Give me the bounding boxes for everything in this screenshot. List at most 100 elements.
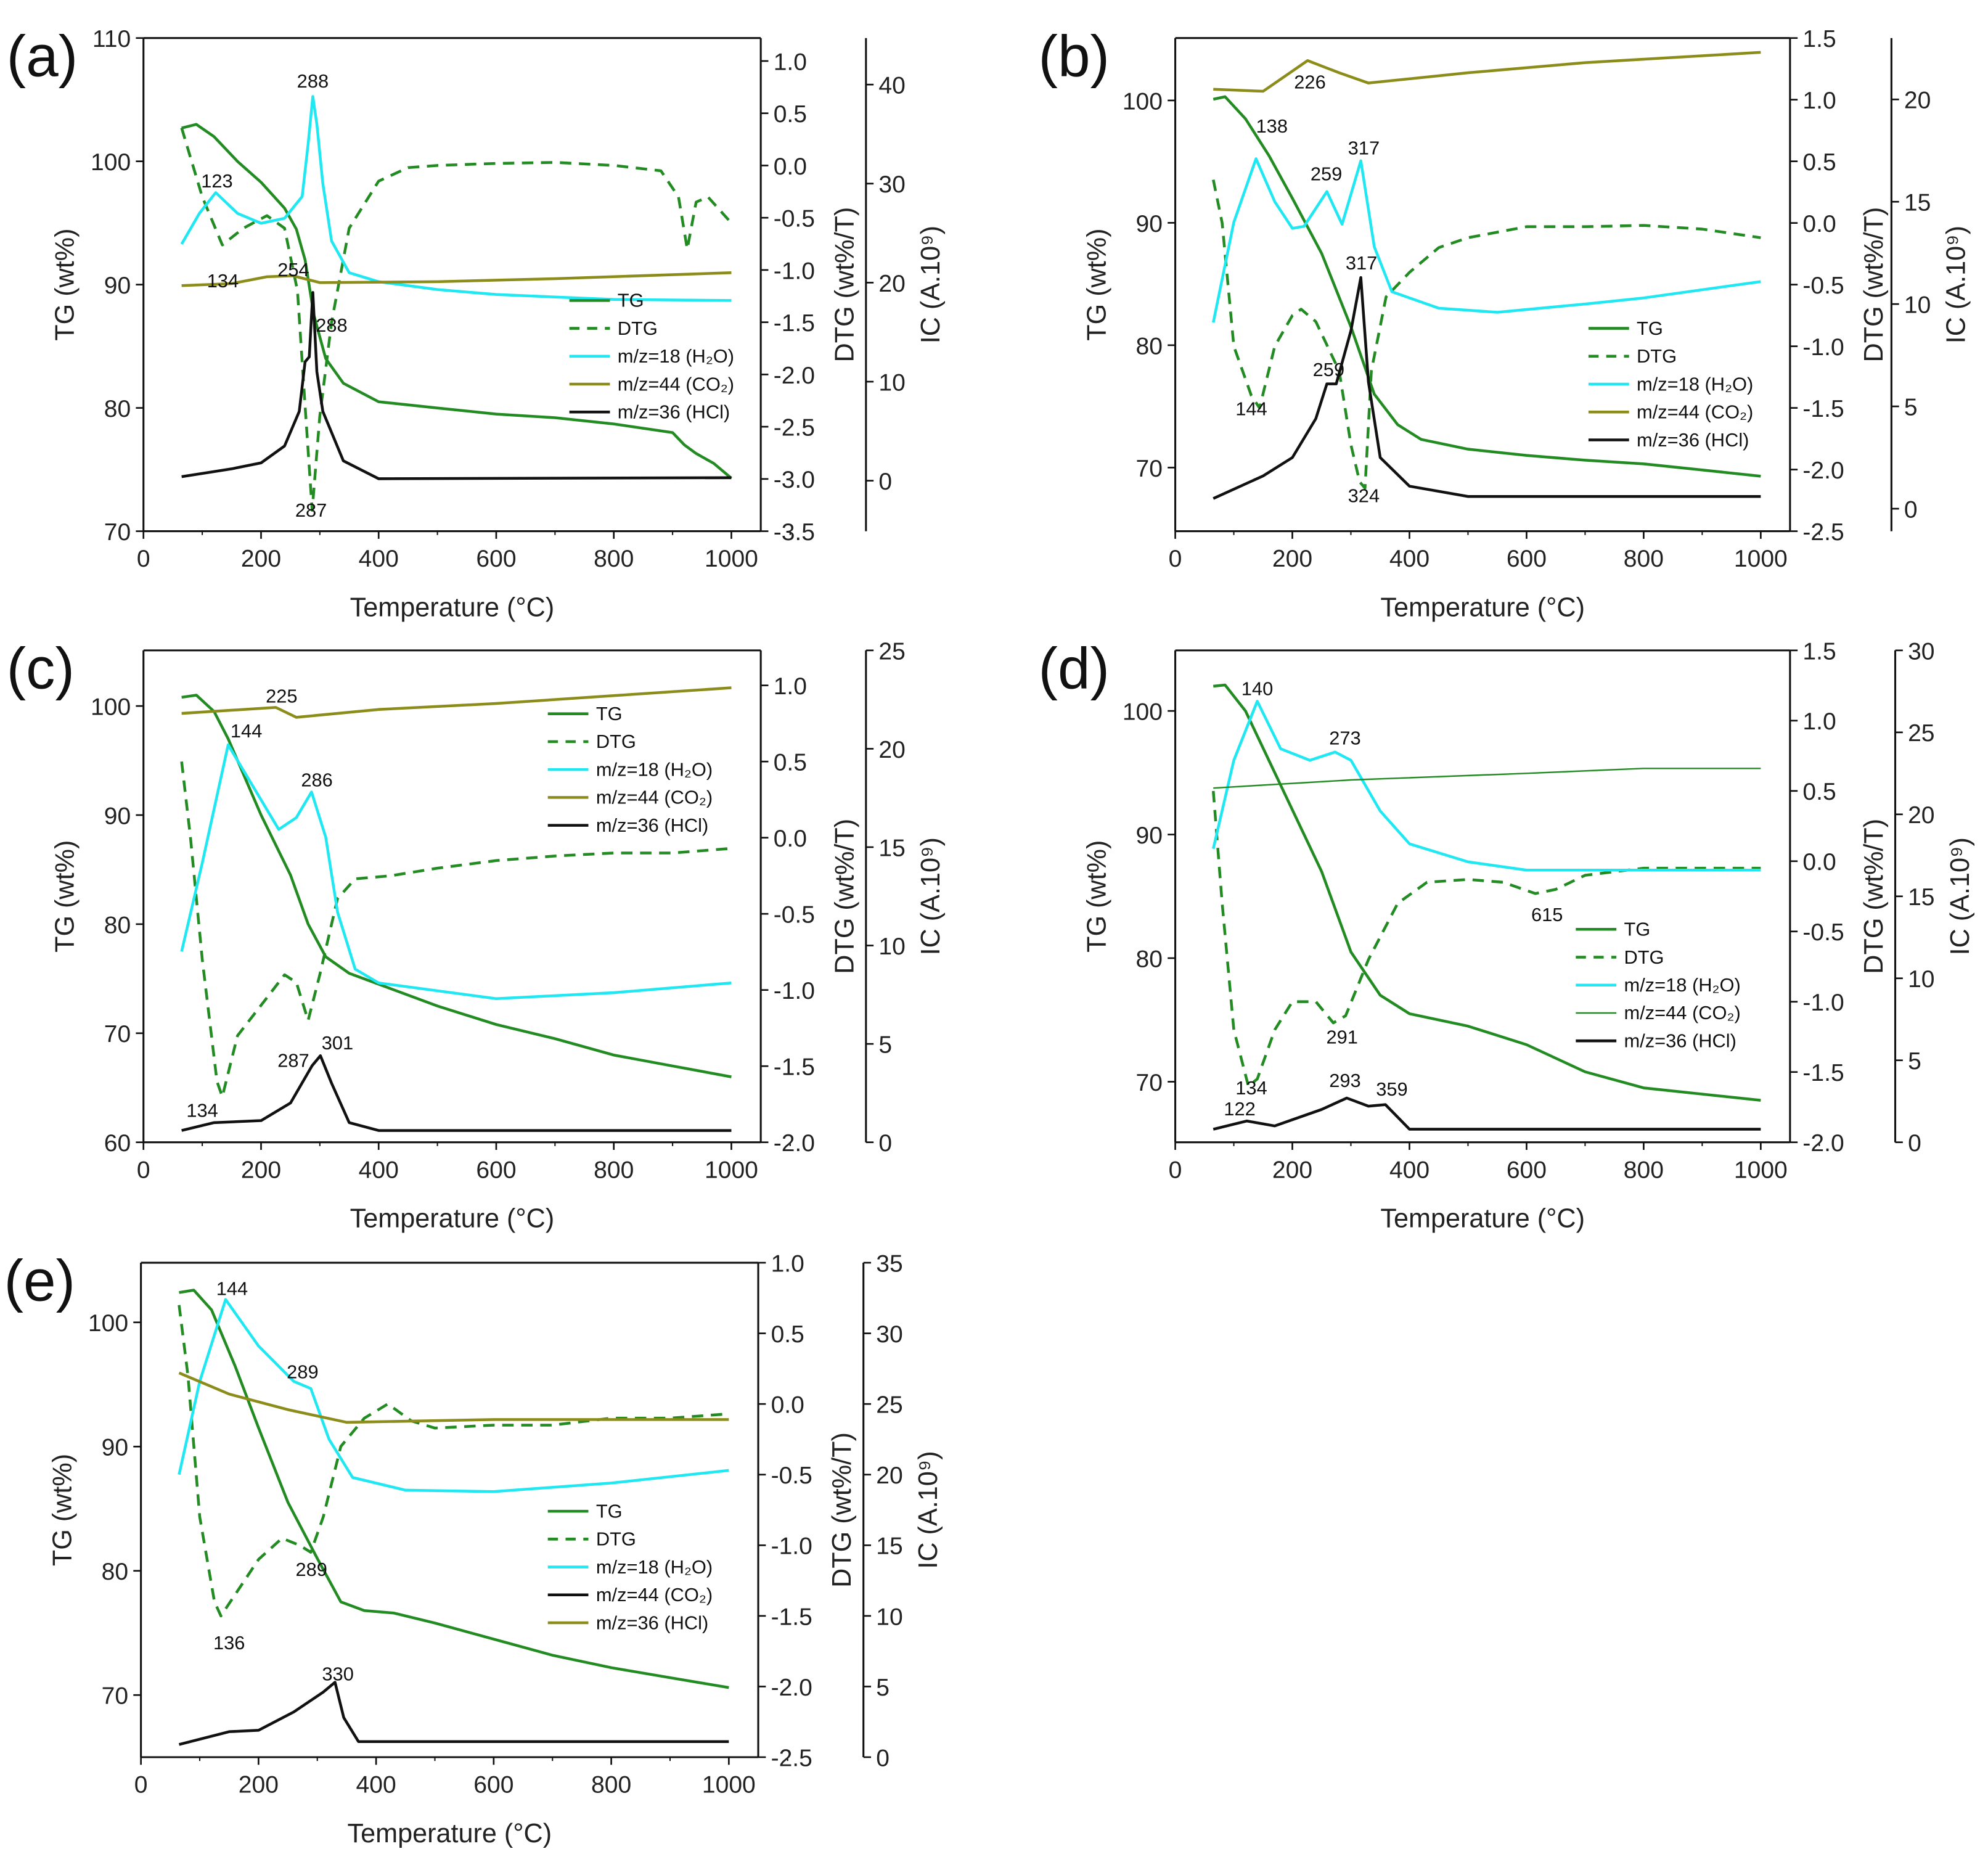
dtg-tick-label: -0.5 (1802, 273, 1844, 299)
series-line-ic-4 (181, 291, 732, 480)
peak-annotation: 225 (266, 685, 297, 707)
dtg-tick-label: 1.5 (1802, 26, 1836, 52)
x-tick-label: 400 (1389, 1157, 1430, 1183)
dtg-tick-label: -1.0 (774, 258, 815, 284)
tg-tick-label: 80 (104, 912, 131, 938)
x-tick-label: 200 (239, 1772, 279, 1798)
peak-annotation: 359 (1376, 1078, 1407, 1100)
x-tick-label: 400 (1389, 546, 1430, 572)
dtg-tick-label: -1.0 (1802, 990, 1844, 1016)
tg-axis-title: TG (wt%) (51, 840, 80, 953)
legend-entry: m/z=44 (CO₂) (596, 787, 713, 808)
x-tick-label: 200 (1272, 1157, 1312, 1183)
tg-tick-label: 90 (1136, 211, 1163, 237)
dtg-tick-label: -3.5 (774, 519, 815, 546)
x-tick-label: 600 (476, 1157, 516, 1183)
tg-axis-title: TG (wt%) (1082, 840, 1111, 953)
dtg-tick-label: -1.0 (1802, 334, 1844, 361)
x-tick-label: 800 (1624, 546, 1664, 572)
x-tick-label: 600 (476, 546, 516, 572)
dtg-axis-title: DTG (wt%/T) (830, 819, 859, 974)
dtg-axis-title: DTG (wt%/T) (827, 1432, 857, 1588)
dtg-tick-label: -1.5 (774, 310, 815, 337)
series-line-ic-4 (181, 1054, 732, 1132)
ic-tick-label: 20 (1908, 802, 1934, 829)
x-tick-label: 1000 (1734, 1157, 1788, 1183)
series-line-ic-4 (178, 1371, 729, 1424)
peak-annotation: 324 (1348, 485, 1380, 506)
series-line-dtg-1 (180, 127, 733, 512)
ic-tick-label: 15 (878, 835, 905, 861)
ic-tick-label: 10 (878, 933, 905, 960)
legend-entry: m/z=18 (H₂O) (1637, 373, 1753, 395)
legend-entry: m/z=36 (HCl) (1637, 429, 1749, 451)
ic-tick-label: 5 (1904, 395, 1918, 421)
x-tick-label: 600 (1507, 546, 1547, 572)
tg-tick-label: 70 (1136, 1070, 1163, 1096)
panel-label: (c) (7, 636, 75, 702)
tg-axis-title: TG (wt%) (51, 229, 80, 341)
ic-tick-label: 20 (878, 271, 905, 297)
series-line-ic-2 (178, 1298, 729, 1493)
ic-tick-label: 30 (878, 171, 905, 198)
x-axis-title: Temperature (°C) (350, 593, 555, 622)
tg-tick-label: 70 (104, 1021, 131, 1048)
tg-tick-label: 70 (104, 519, 131, 546)
x-tick-label: 800 (591, 1772, 631, 1798)
x-axis-title: Temperature (°C) (1380, 1204, 1585, 1233)
dtg-tick-label: 1.0 (1802, 88, 1836, 114)
legend-entry: m/z=18 (H₂O) (1624, 974, 1740, 996)
tg-axis-title: TG (wt%) (48, 1454, 78, 1566)
tg-tick-label: 90 (1136, 822, 1163, 849)
peak-annotation: 287 (277, 1049, 309, 1071)
peak-annotation: 123 (201, 170, 232, 192)
peak-annotation: 138 (1256, 115, 1288, 137)
dtg-tick-label: -3.0 (774, 467, 815, 493)
peak-annotation: 330 (322, 1663, 353, 1684)
x-tick-label: 1000 (705, 1157, 758, 1183)
dtg-tick-label: -0.5 (1802, 919, 1844, 946)
tg-tick-label: 60 (104, 1130, 131, 1157)
x-tick-label: 400 (359, 1157, 399, 1183)
dtg-tick-label: -2.0 (774, 363, 815, 389)
ic-tick-label: 40 (878, 73, 905, 99)
x-axis-title: Temperature (°C) (348, 1819, 552, 1848)
peak-annotation: 254 (277, 259, 309, 281)
legend-entry: TG (1637, 318, 1663, 339)
legend: TG DTG m/z=18 (H₂O) m/z=44 (CO₂) m/z=36 (HCl… (1588, 318, 1753, 451)
legend-entry: m/z=18 (H₂O) (596, 1556, 713, 1578)
legend: TG DTG m/z=18 (H₂O) m/z=44 (CO₂) m/z=36 (HCl… (547, 1500, 713, 1633)
series-line-ic-4 (1213, 276, 1761, 500)
dtg-tick-label: 1.5 (1802, 638, 1836, 665)
x-axis-title: Temperature (°C) (1380, 593, 1585, 622)
peak-annotation: 134 (207, 270, 239, 292)
panel-label: (b) (1038, 23, 1110, 89)
dtg-tick-label: -1.0 (774, 978, 815, 1004)
x-tick-label: 400 (356, 1772, 396, 1798)
legend: TG DTG m/z=18 (H₂O) m/z=44 (CO₂) m/z=36 (HCl… (569, 290, 734, 423)
tg-tick-label: 80 (102, 1559, 128, 1585)
series-line-dtg-1 (180, 761, 732, 1098)
peak-annotation: 144 (216, 1278, 248, 1300)
legend-entry: m/z=36 (HCl) (596, 1612, 708, 1633)
dtg-tick-label: 0.0 (1802, 849, 1836, 876)
legend-entry: m/z=36 (HCl) (596, 814, 708, 836)
x-tick-label: 1000 (1734, 546, 1788, 572)
ic-tick-label: 20 (1904, 88, 1931, 114)
ic-tick-label: 10 (876, 1604, 902, 1630)
tg-tick-label: 80 (104, 396, 131, 422)
series-line-ic-2 (180, 95, 732, 302)
ic-tick-label: 10 (1908, 966, 1934, 993)
ic-tick-label: 10 (1904, 292, 1931, 319)
ic-tick-label: 0 (878, 469, 892, 495)
dtg-tick-label: 1.0 (1802, 708, 1836, 735)
peak-annotation: 273 (1329, 727, 1360, 748)
series-line-tg-0 (181, 694, 732, 1078)
panel-e: (e)0 200 400 600 800 1000708090100-2.5-2.0-1.… (4, 1249, 943, 1848)
ic-tick-label: 10 (878, 369, 905, 396)
peak-annotation: 144 (1235, 398, 1267, 419)
legend-entry: DTG (618, 318, 658, 339)
panel-label: (d) (1038, 636, 1110, 702)
legend-entry: DTG (596, 731, 636, 752)
tg-tick-label: 90 (104, 803, 131, 829)
